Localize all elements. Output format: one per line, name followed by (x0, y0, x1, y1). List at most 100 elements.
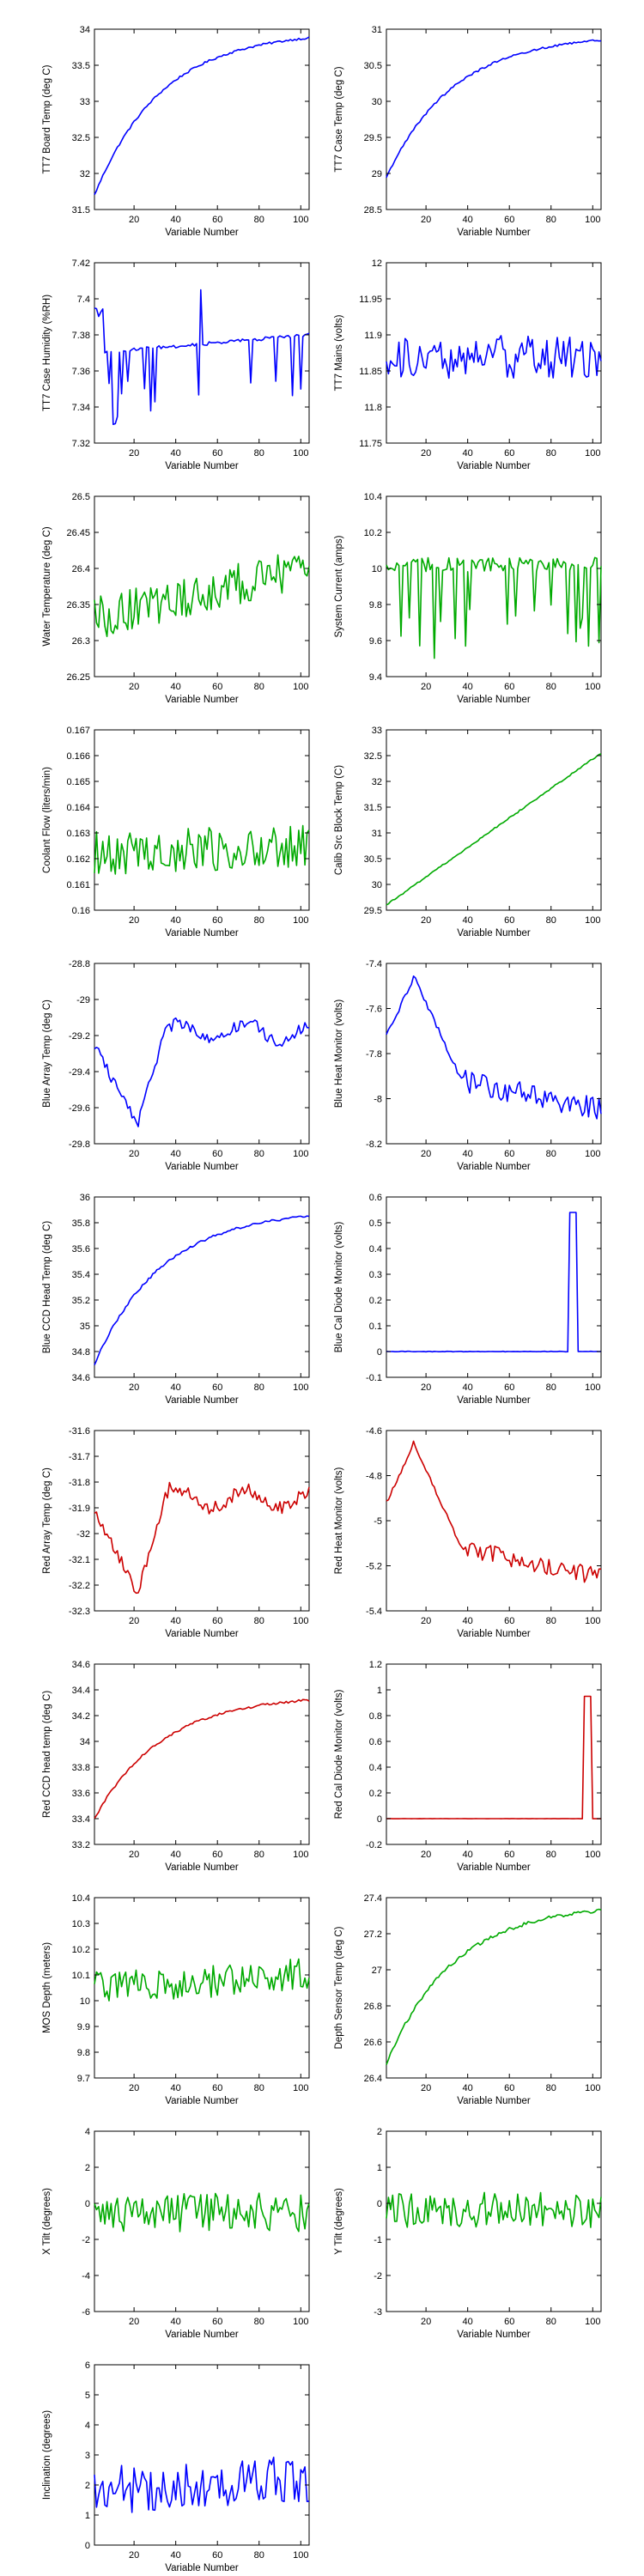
x-axis-label: Variable Number (165, 1629, 239, 1639)
x-tick-label: 40 (463, 448, 473, 459)
y-tick-label: 33 (372, 726, 382, 736)
y-tick-label: 34.4 (72, 1686, 90, 1696)
y-tick-label: 9.8 (369, 600, 382, 611)
y-tick-label: 1.2 (369, 1660, 382, 1670)
y-tick-label: 0.6 (369, 1193, 382, 1203)
x-tick-label: 100 (293, 1382, 308, 1393)
x-tick-label: 80 (254, 2317, 264, 2327)
plot-area (386, 28, 602, 210)
y-tick-label: 35.4 (72, 1270, 90, 1280)
y-tick-label: -0.2 (366, 1840, 382, 1850)
x-tick-label: 100 (293, 915, 308, 926)
y-tick-label: 33 (80, 97, 90, 107)
y-axis-label: Red Array Temp (deg C) (42, 1467, 52, 1574)
y-tick-label: 35.8 (72, 1218, 90, 1229)
x-axis-label: Variable Number (457, 2330, 531, 2340)
y-tick-label: -29.8 (69, 1139, 90, 1150)
y-axis-label: Red Heat Monitor (volts) (334, 1467, 344, 1575)
x-tick-label: 60 (504, 915, 514, 926)
chart-panel-18: 20 40 60 80 100 26.4 26.6 26.8 27 27.2 27.4 Variabl… (334, 1893, 602, 2106)
y-tick-label: -4 (82, 2271, 90, 2281)
y-tick-label: 0.165 (66, 777, 90, 787)
x-axis-label: Variable Number (165, 2330, 239, 2340)
y-tick-label: 0 (85, 2541, 90, 2551)
y-axis-label: Blue Array Temp (deg C) (42, 999, 52, 1108)
x-tick-label: 100 (293, 682, 308, 692)
chart-panel-20: 20 40 60 80 100 -3 -2 -1 0 1 2 Variable Number Y Til… (334, 2127, 602, 2340)
x-axis-label: Variable Number (457, 1862, 531, 1873)
y-tick-label: 26.45 (66, 528, 90, 538)
chart-panel-19: 20 40 60 80 100 -6 -4 -2 0 2 4 Variable Number X Til… (42, 2127, 310, 2340)
y-tick-label: 29.5 (364, 906, 382, 916)
y-tick-label: 11.75 (359, 439, 382, 449)
x-tick-label: 20 (421, 448, 431, 459)
chart-panel-5: 20 40 60 80 100 26.25 26.3 26.35 26.4 26.45 26.5 Va… (42, 492, 310, 705)
y-tick-label: -5.4 (366, 1607, 382, 1617)
y-tick-label: 11.9 (364, 331, 382, 341)
series-line (94, 1481, 310, 1595)
y-tick-label: 26.6 (364, 2038, 382, 2048)
y-tick-label: 31.5 (364, 803, 382, 813)
y-axis-label: TT7 Case Temp (deg C) (334, 66, 344, 172)
plot-area (94, 495, 310, 677)
x-tick-label: 20 (129, 2550, 139, 2561)
y-tick-label: 10 (372, 564, 382, 574)
y-tick-label: 32 (372, 777, 382, 787)
y-tick-label: -29.6 (69, 1103, 90, 1114)
x-axis-label: Variable Number (165, 1395, 239, 1406)
y-tick-label: 0.166 (66, 751, 90, 762)
y-tick-label: 27 (372, 1965, 382, 1976)
x-tick-label: 60 (504, 215, 514, 225)
y-tick-label: -4.8 (366, 1472, 382, 1482)
chart-panel-15: 20 40 60 80 100 33.2 33.4 33.6 33.8 34 34.2 34.4 34.… (42, 1660, 310, 1873)
x-axis-label: Variable Number (457, 695, 531, 705)
series-line (94, 1698, 310, 1820)
chart-panel-10: 20 40 60 80 100 -8.2 -8 -7.8 -7.6 -7.4 Variable Nu… (334, 959, 602, 1172)
x-tick-label: 40 (463, 2083, 473, 2093)
y-axis-label: TT7 Case Humidity (%RH) (42, 295, 52, 411)
y-tick-label: 0.164 (66, 803, 90, 813)
plot-area (386, 963, 602, 1145)
x-tick-label: 20 (129, 1616, 139, 1626)
x-axis-label: Variable Number (457, 228, 531, 238)
series-line (386, 556, 602, 659)
y-tick-label: 28.5 (364, 205, 382, 216)
x-tick-label: 20 (129, 215, 139, 225)
y-tick-label: 33.6 (72, 1789, 90, 1799)
plot-area (94, 729, 310, 911)
series-line (386, 1695, 602, 1820)
y-tick-label: 7.34 (72, 403, 90, 413)
x-tick-label: 80 (254, 1850, 264, 1860)
y-tick-label: -31.8 (69, 1478, 90, 1488)
x-axis-label: Variable Number (165, 461, 239, 471)
y-tick-label: -8.2 (366, 1139, 382, 1150)
y-tick-label: 4 (85, 2127, 90, 2137)
y-tick-label: 3 (85, 2451, 90, 2461)
x-tick-label: 60 (212, 1382, 222, 1393)
y-tick-label: 26.4 (364, 2074, 382, 2084)
x-tick-label: 40 (171, 682, 181, 692)
y-tick-label: 7.32 (72, 439, 90, 449)
chart-panel-2: 20 40 60 80 100 28.5 29 29.5 30 30.5 31 Variable Nu… (334, 25, 602, 238)
x-axis-label: Variable Number (165, 228, 239, 238)
chart-panel-16: 20 40 60 80 100 -0.2 0 0.2 0.4 0.6 0.8 1 1.2 Variable… (334, 1660, 602, 1873)
y-tick-label: 33.4 (72, 1814, 90, 1825)
x-axis-label: Variable Number (165, 1862, 239, 1873)
x-tick-label: 40 (171, 2083, 181, 2093)
y-tick-label: -5.2 (366, 1562, 382, 1572)
y-tick-label: 30.5 (364, 854, 382, 865)
x-tick-label: 40 (171, 448, 181, 459)
x-tick-label: 100 (293, 2083, 308, 2093)
chart-panel-11: 20 40 60 80 100 34.6 34.8 35 35.2 35.4 35.6 35.8 36 V… (42, 1193, 310, 1406)
x-tick-label: 20 (421, 1382, 431, 1393)
y-tick-label: 35.6 (72, 1244, 90, 1255)
plot-area (94, 2364, 310, 2546)
y-tick-label: -31.7 (69, 1452, 90, 1462)
y-tick-label: 11.8 (364, 403, 382, 413)
x-tick-label: 80 (254, 1616, 264, 1626)
y-tick-label: 34.6 (72, 1373, 90, 1383)
y-tick-label: 29.5 (364, 133, 382, 143)
plot-area (386, 729, 602, 911)
y-tick-label: 32.5 (364, 751, 382, 762)
series-line (94, 289, 310, 425)
